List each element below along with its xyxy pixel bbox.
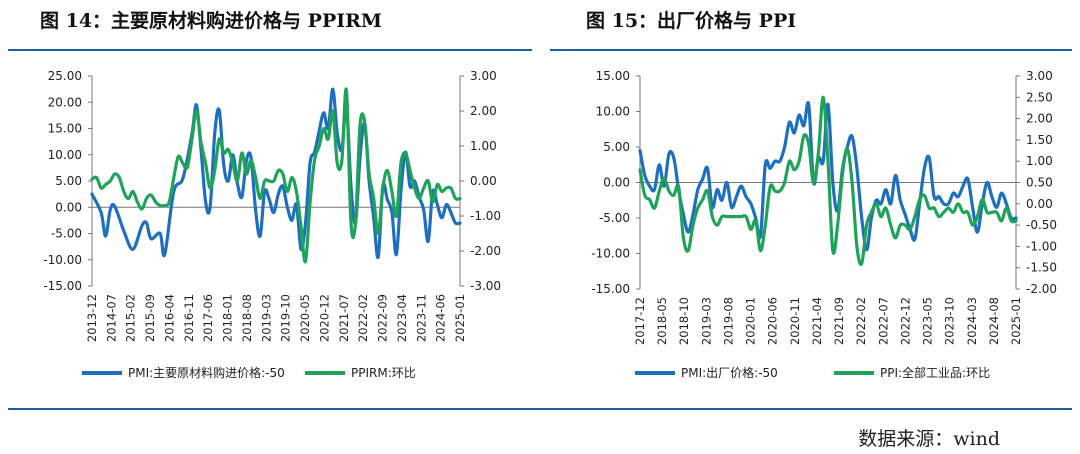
y-left-tick-label: 0.00: [55, 200, 82, 214]
y-left-tick-label: 5.00: [603, 140, 630, 154]
y-left-tick-label: 25.00: [48, 69, 82, 83]
y-left-tick-label: -10.00: [591, 247, 630, 261]
x-tick-label: 2022-02: [854, 297, 868, 345]
x-tick-label: 2021-04: [810, 297, 824, 345]
bottom-rule: [8, 408, 1072, 410]
chart-15-title: 图 15：出厂价格与 PPI: [586, 10, 797, 32]
y-left-tick-label: 15.00: [48, 122, 82, 136]
x-tick-label: 2016-04: [162, 294, 176, 342]
x-tick-label: 2021-07: [337, 294, 351, 342]
source-note: 数据来源：wind: [858, 428, 1000, 450]
chart-15-top-rule: [550, 49, 1072, 51]
legend-label: PMI:出厂价格:-50: [681, 365, 778, 380]
y-left-tick-label: 10.00: [48, 148, 82, 162]
y-right-tick-label: 2.00: [470, 104, 497, 118]
y-right-tick-label: -0.50: [1026, 218, 1057, 232]
x-tick-label: 2022-07: [876, 297, 890, 345]
x-tick-label: 2023-11: [414, 294, 428, 342]
y-left-tick-label: 20.00: [48, 95, 82, 109]
y-right-tick-label: -2.00: [470, 244, 501, 258]
legend-label: PMI:主要原材料购进价格:-50: [128, 365, 285, 380]
x-tick-label: 2024-06: [434, 294, 448, 342]
x-tick-label: 2024-08: [987, 297, 1001, 345]
y-right-tick-label: 1.50: [1026, 133, 1053, 147]
series-line-ppirm: [90, 87, 462, 264]
x-tick-label: 2022-02: [356, 294, 370, 342]
x-tick-label: 2013-12: [85, 294, 99, 342]
y-right-tick-label: -2.00: [1026, 282, 1057, 296]
x-tick-label: 2014-07: [104, 294, 118, 342]
y-right-tick-label: -1.00: [1026, 239, 1057, 253]
series-line-pmi: [90, 87, 462, 260]
chart-14-plot: 25.00 20.00 15.00 10.00 5.00 0.00 -5.00 -10.00 -…: [43, 69, 501, 380]
x-tick-label: 2015-09: [143, 294, 157, 342]
y-right-tick-label: 3.00: [1026, 69, 1053, 83]
x-tick-label: 2023-10: [943, 297, 957, 345]
x-tick-label: 2018-10: [677, 297, 691, 345]
y-right-tick-label: 3.00: [470, 69, 497, 83]
chart-14-top-rule: [8, 49, 532, 51]
x-tick-label: 2015-02: [124, 294, 138, 342]
x-tick-label: 2017-12: [633, 297, 647, 345]
y-right-tick-label: 1.00: [1026, 154, 1053, 168]
x-tick-label: 2017-06: [201, 294, 215, 342]
chart-15-plot: 15.00 10.00 5.00 0.00 -5.00 -10.00 -15.00 3.00 2…: [591, 69, 1057, 380]
chart-14-title: 图 14：主要原材料购进价格与 PPIRM: [40, 10, 382, 32]
x-tick-label: 2018-08: [240, 294, 254, 342]
x-tick-label: 2020-05: [298, 294, 312, 342]
y-right-tick-label: 0.00: [1026, 197, 1053, 211]
x-tick-label: 2022-09: [376, 294, 390, 342]
y-right-tick-label: 1.00: [470, 139, 497, 153]
x-tick-label: 2023-04: [395, 294, 409, 342]
legend-label: PPI:全部工业品:环比: [880, 365, 990, 380]
y-right-tick-label: -1.00: [470, 209, 501, 223]
x-tick-label: 2018-05: [655, 297, 669, 345]
y-right-tick-label: 2.50: [1026, 90, 1053, 104]
x-tick-label: 2019-08: [721, 297, 735, 345]
x-tick-label: 2025-01: [1009, 297, 1023, 345]
x-tick-label: 2020-12: [317, 294, 331, 342]
y-left-tick-label: 0.00: [603, 176, 630, 190]
y-right-tick-label: 0.50: [1026, 176, 1053, 190]
x-tick-label: 2024-03: [965, 297, 979, 345]
x-tick-label: 2019-03: [699, 297, 713, 345]
x-tick-label: 2020-01: [744, 297, 758, 345]
x-tick-label: 2022-12: [898, 297, 912, 345]
y-left-tick-label: 5.00: [55, 174, 82, 188]
y-left-tick-label: -5.00: [599, 211, 630, 225]
x-tick-label: 2019-03: [259, 294, 273, 342]
x-tick-label: 2020-11: [788, 297, 802, 345]
x-tick-label: 2020-06: [766, 297, 780, 345]
y-right-tick-label: -3.00: [470, 279, 501, 293]
series-line-ppi: [638, 95, 1018, 266]
y-right-tick-label: 2.00: [1026, 112, 1053, 126]
chart-panel-14: 图 14：主要原材料购进价格与 PPIRM 25.00 20.00 15.00 10.…: [0, 0, 540, 420]
x-tick-label: 2016-11: [182, 294, 196, 342]
y-left-tick-label: -10.00: [43, 253, 82, 267]
y-left-tick-label: -5.00: [51, 227, 82, 241]
y-right-tick-label: 0.00: [470, 174, 497, 188]
x-tick-label: 2021-09: [832, 297, 846, 345]
y-left-tick-label: -15.00: [591, 282, 630, 296]
y-left-tick-label: 10.00: [596, 105, 630, 119]
y-right-tick-label: -1.50: [1026, 261, 1057, 275]
legend-label: PPIRM:环比: [351, 366, 416, 380]
y-left-tick-label: 15.00: [596, 69, 630, 83]
y-left-tick-label: -15.00: [43, 279, 82, 293]
x-tick-label: 2018-01: [221, 294, 235, 342]
series-line-pmi: [638, 100, 1018, 252]
x-tick-label: 2023-05: [921, 297, 935, 345]
chart-panel-15: 图 15：出厂价格与 PPI 15.00 10.00 5.00 0.00 -5.00 -1…: [540, 0, 1080, 420]
x-tick-label: 2019-10: [279, 294, 293, 342]
x-tick-label: 2025-01: [453, 294, 467, 342]
